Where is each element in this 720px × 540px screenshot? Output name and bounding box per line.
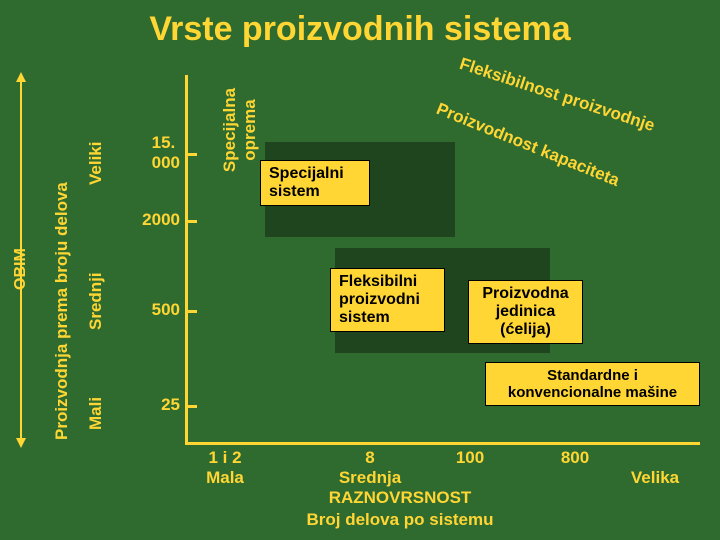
specijalna-line1: Specijalna <box>220 88 239 172</box>
ytick-500: 500 <box>152 300 188 320</box>
obim-arrow-head-up <box>16 72 26 82</box>
box-fleksibilni-sistem: Fleksibilni proizvodni sistem <box>330 268 445 332</box>
y-cat-veliki: Veliki <box>86 142 106 185</box>
y-cat-mali: Mali <box>86 397 106 430</box>
y-cat-srednji: Srednji <box>86 272 106 330</box>
box4-l1: Standardne i <box>547 367 638 384</box>
xtick-1i2-num: 1 i 2 <box>208 448 241 467</box>
xtick-800: 800 <box>545 448 605 468</box>
xtick-800-num: 800 <box>561 448 589 467</box>
xtick-8: 8 Srednja <box>320 448 420 488</box>
box2-l1: Fleksibilni <box>339 273 417 290</box>
box-standardne-masine: Standardne i konvencionalne mašine <box>485 362 700 406</box>
x-axis-label: RAZNOVRSNOST <box>300 488 500 508</box>
xtick-8-num: 8 <box>365 448 374 467</box>
page-title: Vrste proizvodnih sistema <box>0 10 720 49</box>
xtick-1i2: 1 i 2 Mala <box>190 448 260 488</box>
xtick-100-num: 100 <box>456 448 484 467</box>
ytick-25: 25 <box>161 395 188 415</box>
box3-l1: Proizvodna <box>482 285 568 302</box>
specijalna-oprema-label: Specijalna oprema <box>220 70 260 190</box>
xtick-100: 100 <box>440 448 500 468</box>
box4-l2: konvencionalne mašine <box>508 384 677 401</box>
obim-arrow-head-down <box>16 438 26 448</box>
ytick-15000: 15. 000 <box>152 133 188 173</box>
box3-l3: (ćelija) <box>500 321 551 338</box>
xtick-1i2-cat: Mala <box>206 468 244 487</box>
xtick-velika-cat: Velika <box>631 468 679 487</box>
box3-l2: jedinica <box>496 303 556 320</box>
box1-l2: sistem <box>269 183 320 200</box>
y-axis-label: Proizvodnja prema broju delova <box>52 182 72 440</box>
box2-l2: proizvodni <box>339 291 420 308</box>
x-axis-bottom-label: Broj delova po sistemu <box>250 510 550 530</box>
specijalna-line2: oprema <box>240 99 259 160</box>
obim-label: OBIM <box>12 248 30 290</box>
box2-l3: sistem <box>339 309 390 326</box>
box-specijalni-sistem: Specijalni sistem <box>260 160 370 206</box>
box1-l1: Specijalni <box>269 165 344 182</box>
xtick-8-cat: Srednja <box>339 468 401 487</box>
ytick-2000: 2000 <box>142 210 188 230</box>
xtick-velika: Velika <box>620 468 690 488</box>
box-proizvodna-jedinica: Proizvodna jedinica (ćelija) <box>468 280 583 344</box>
